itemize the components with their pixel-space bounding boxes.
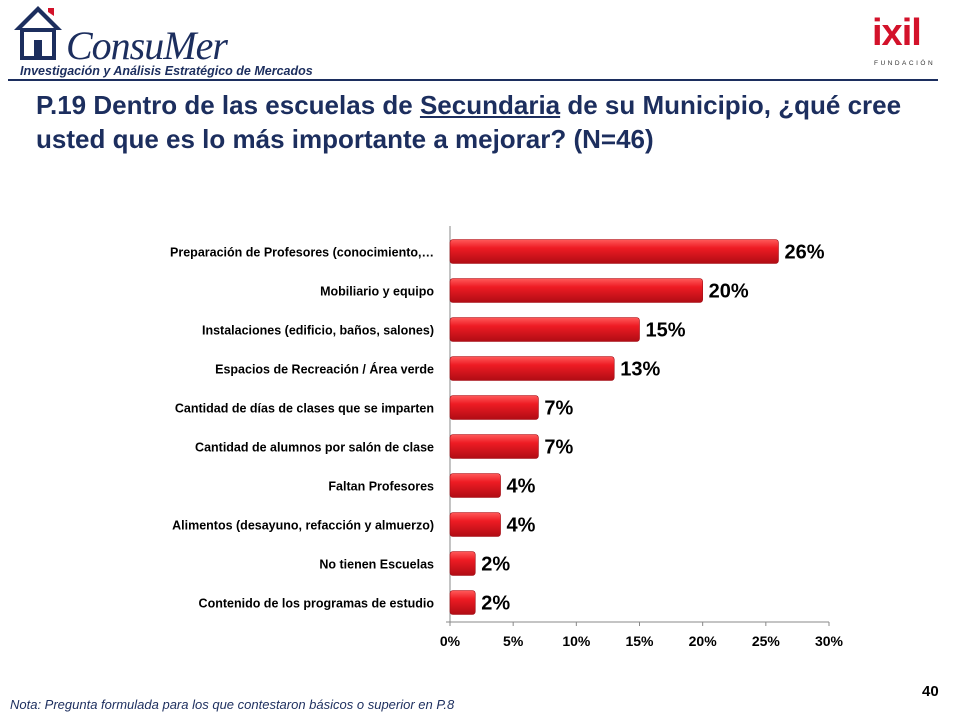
chart-bars [449,239,779,615]
category-label: Instalaciones (edificio, baños, salones) [202,324,434,338]
title-underlined-word: Secundaria [419,90,561,120]
category-label: Contenido de los programas de estudio [199,597,435,611]
consumer-logo: ConsuMer Investigación y Análisis Estrat… [8,2,313,80]
ixil-logo: ixil FUNDACIÓN [866,12,936,72]
header: ConsuMer Investigación y Análisis Estrat… [0,0,960,81]
bar [449,512,501,537]
data-label: 13% [620,359,660,381]
bar [449,473,501,498]
data-label: 20% [709,281,749,303]
brand-name: ConsuMer [66,23,228,68]
bar-chart: Preparación de Profesores (conocimiento,… [170,226,844,649]
bar [449,551,476,576]
bar [449,239,779,264]
data-label: 4% [507,515,536,537]
footnote: Nota: Pregunta formulada para los que co… [10,697,455,712]
bar [449,317,640,342]
data-label: 7% [544,437,573,459]
title-suffix: de su Municipio, ¿qué cree usted que es … [36,90,902,154]
category-labels: Preparación de Profesores (conocimiento,… [170,246,434,611]
category-label: No tienen Escuelas [319,558,434,572]
bar [449,590,476,615]
data-label: 2% [481,593,510,615]
bar [449,434,539,459]
category-label: Cantidad de alumnos por salón de clase [195,441,434,455]
data-label: 7% [544,398,573,420]
category-label: Preparación de Profesores (conocimiento,… [170,246,434,260]
category-label: Cantidad de días de clases que se impart… [175,402,434,416]
bar [449,356,615,381]
x-tick-label: 10% [562,633,591,649]
page-title: P.19 Dentro de las escuelas de Secundari… [36,88,936,156]
category-label: Alimentos (desayuno, refacción y almuerz… [172,519,434,533]
x-tick-labels: 0% 5% 10% 15% 20% 25% 30% [440,633,844,649]
data-labels: 26% 20% 15% 13% 7% 7% 4% 4% 2% 2% [481,242,824,615]
x-tick-label: 15% [625,633,654,649]
bar [449,278,703,303]
category-label: Faltan Profesores [328,480,434,494]
brand-tagline: Investigación y Análisis Estratégico de … [20,64,313,78]
x-tick-label: 0% [440,633,461,649]
header-divider [8,79,938,81]
page-number: 40 [922,683,939,700]
ixil-logo-sub: FUNDACIÓN [874,60,936,67]
house-icon [14,6,62,60]
x-tick-label: 5% [503,633,524,649]
data-label: 4% [507,476,536,498]
category-label: Espacios de Recreación / Área verde [215,362,434,377]
data-label: 26% [784,242,824,264]
x-tick-label: 20% [689,633,718,649]
category-label: Mobiliario y equipo [320,285,434,299]
data-label: 2% [481,554,510,576]
bar [449,395,539,420]
x-tick-label: 30% [815,633,844,649]
ixil-logo-word: ixil [872,12,922,54]
title-prefix: P.19 Dentro de las escuelas de [36,90,420,120]
data-label: 15% [646,320,686,342]
x-tick-label: 25% [752,633,781,649]
